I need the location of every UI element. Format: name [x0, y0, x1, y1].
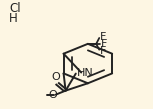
Text: F: F	[101, 39, 107, 49]
Text: O: O	[48, 90, 57, 100]
Text: F: F	[100, 46, 106, 56]
Text: HN: HN	[77, 68, 94, 78]
Text: Cl: Cl	[9, 2, 21, 15]
Text: H: H	[9, 12, 17, 25]
Text: F: F	[100, 32, 106, 42]
Text: O: O	[51, 72, 60, 82]
